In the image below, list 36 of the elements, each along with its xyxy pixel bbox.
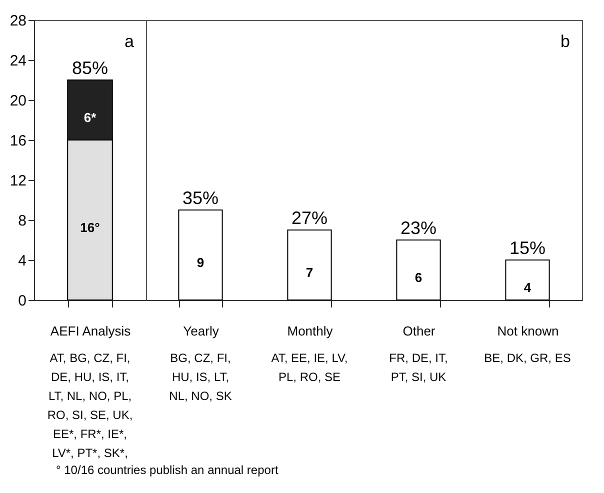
text: BE, DK, GR, ES [484,351,571,365]
data-label: 9 [196,255,204,270]
annotation: a [124,32,135,51]
annotation: 27% [291,208,328,228]
annotation: 23% [400,218,437,238]
bar [396,240,441,300]
data-label: 16° [80,220,100,235]
x-tick-label: Monthly [287,324,334,338]
bar [178,210,223,300]
text: BG, CZ, FI, HU, IS, LT, NL, NO, SK [169,351,232,403]
annotation: 85% [72,58,108,78]
data-label: 6 [414,270,422,285]
y-tick-label: 28 [10,12,26,30]
x-tick-label: AEFI Analysis [50,324,132,338]
text: AT, BG, CZ, FI, DE, HU, IS, IT, LT, NL, NO, PL, RO, SI, SE, UK, EE*, FR*, IE*, LV*, PT*, SK*, [47,351,133,460]
text: AT, EE, IE, LV, PL, RO, SE [271,351,348,384]
y-tick-label: 0 [18,292,26,310]
annotation: b [560,32,570,51]
bar [287,230,332,300]
data-label: 6* [84,110,98,125]
y-tick-label: 8 [18,212,26,230]
bar [505,260,550,300]
y-tick-label: 4 [18,252,26,270]
y-tick-label: 12 [10,172,26,190]
text: ° 10/16 countries publish an annual report [56,463,279,477]
data-label: 4 [524,280,532,295]
y-tick-label: 24 [10,52,26,70]
x-tick-label: Yearly [183,324,220,338]
x-tick-label: Other [402,324,436,338]
annotation: 15% [509,238,546,258]
y-tick-label: 20 [10,92,26,110]
text: FR, DE, IT, PT, SI, UK [389,351,448,384]
annotation: 35% [182,188,219,208]
x-tick-label: Not known [497,324,559,338]
data-label: 7 [306,265,314,280]
y-tick-label: 16 [10,132,26,150]
